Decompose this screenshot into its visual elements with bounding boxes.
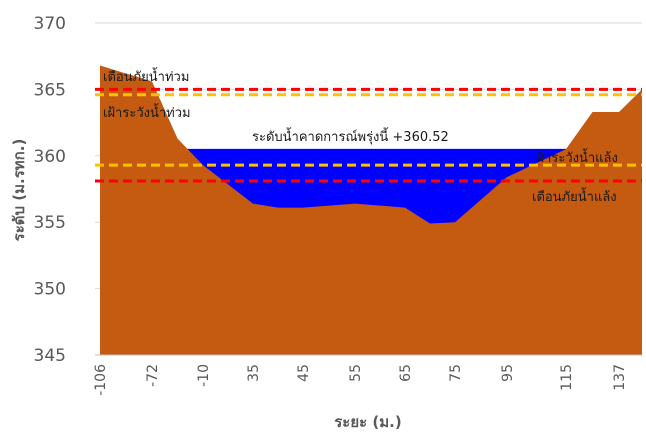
x-axis-title: ระยะ (ม.)	[334, 413, 401, 431]
x-tick-label: -72	[145, 364, 161, 387]
y-tick-label: 345	[34, 346, 66, 366]
flood-watch-label: เฝ้าระวังน้ำท่วม	[103, 103, 191, 121]
x-tick-label: -10	[196, 364, 212, 387]
drought-watch-label: เฝ้าระวังน้ำแล้ง	[532, 148, 618, 166]
y-tick-label: 360	[34, 147, 66, 167]
x-tick-label: 55	[348, 364, 364, 382]
y-tick-label: 350	[34, 280, 66, 300]
y-tick-label: 370	[34, 14, 66, 34]
x-tick-label: 115	[559, 364, 575, 391]
y-tick-label: 355	[34, 213, 66, 233]
x-tick-label: 75	[448, 364, 464, 382]
x-tick-label: -106	[93, 364, 109, 396]
x-tick-label: 35	[246, 364, 262, 382]
x-tick-label: 137	[612, 364, 628, 391]
flood-warning-label: เตือนภัยน้ำท่วม	[103, 67, 189, 85]
x-axis-ticks: -106 -72 -10 35 45 55 65 75 95 115 137	[93, 364, 628, 396]
x-tick-label: 95	[500, 364, 516, 382]
riverbed-ground-area	[100, 65, 642, 355]
x-tick-label: 65	[398, 364, 414, 382]
x-tick-label: 45	[296, 364, 312, 382]
y-axis-ticks: 370 365 360 355 350 345	[34, 14, 66, 366]
y-axis-title: ระดับ (ม.รทก.)	[10, 139, 28, 242]
y-tick-label: 365	[34, 80, 66, 100]
drought-warning-label: เตือนภัยน้ำแล้ง	[532, 187, 617, 205]
forecast-level-annotation: ระดับน้ำคาดการณ์พรุ่งนี้ +360.52	[252, 127, 449, 145]
